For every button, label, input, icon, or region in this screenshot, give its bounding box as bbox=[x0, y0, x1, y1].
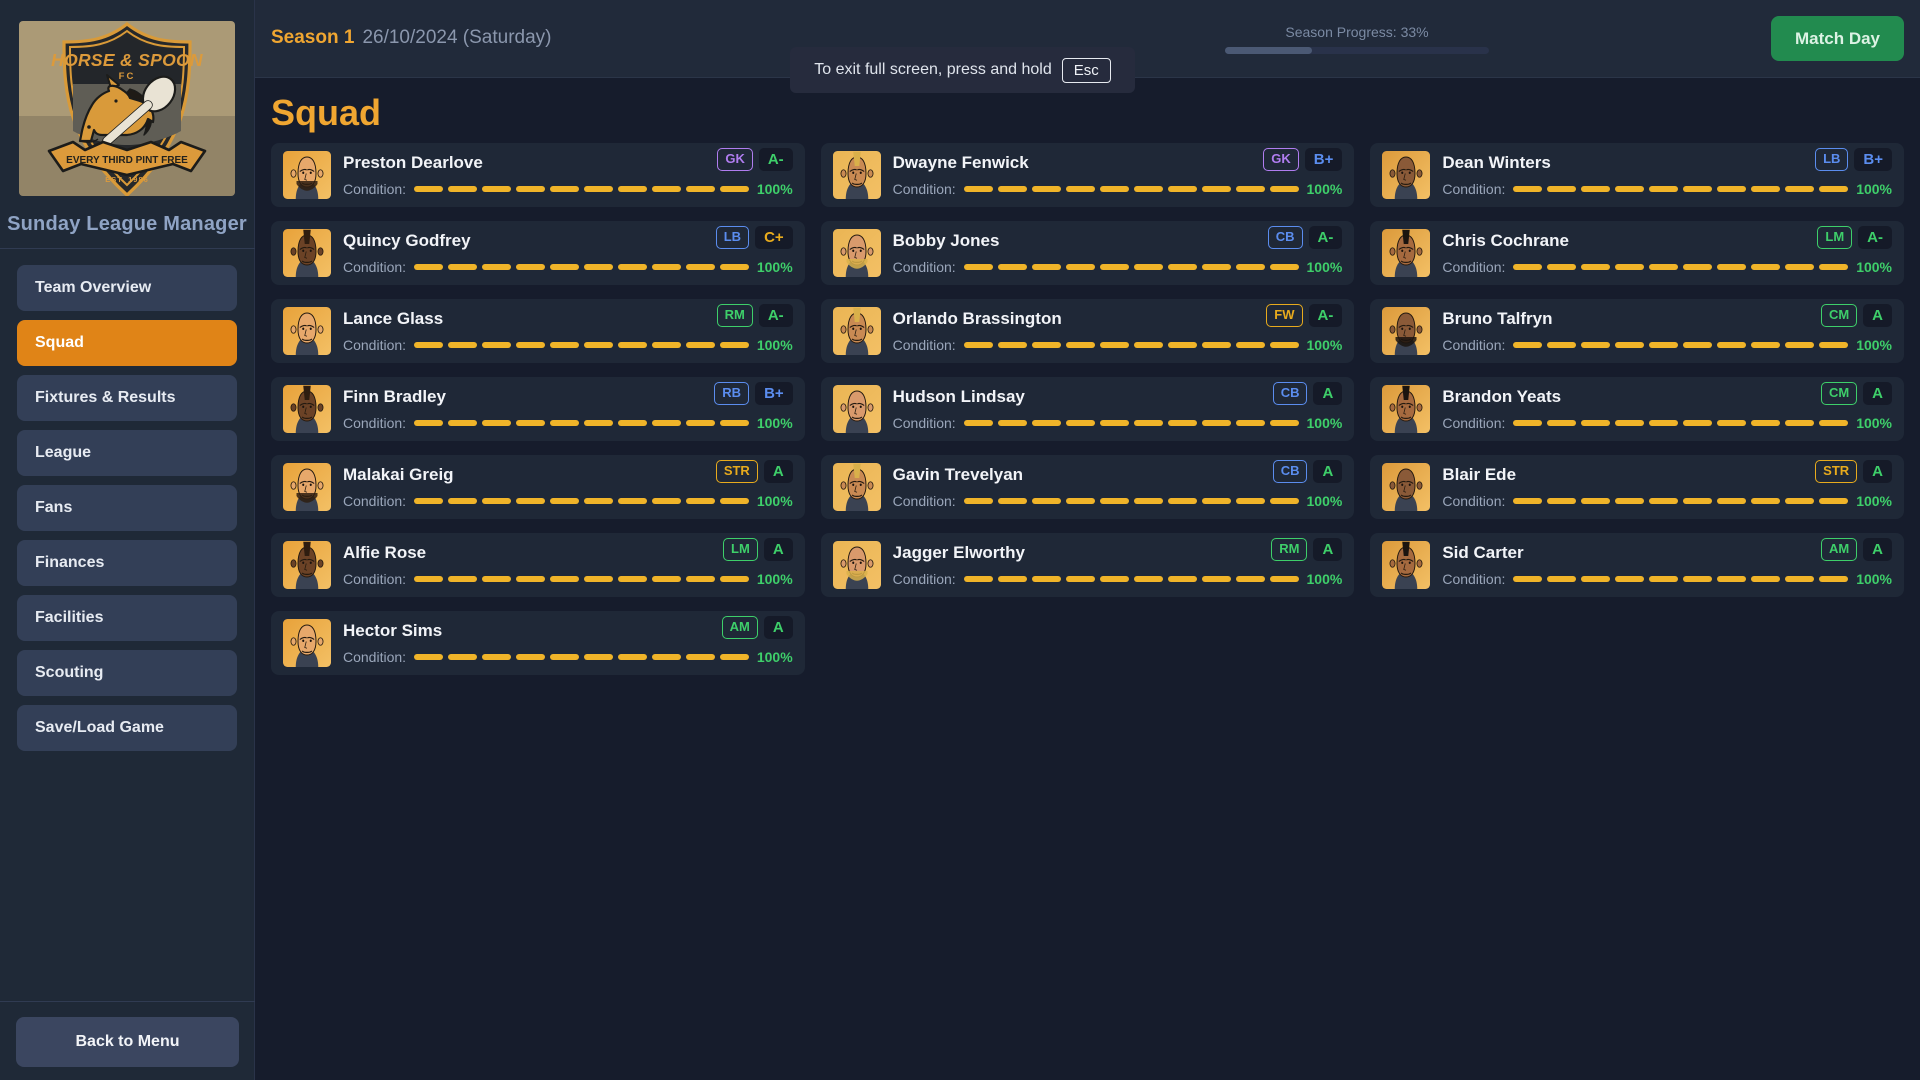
svg-text:HORSE & SPOON: HORSE & SPOON bbox=[51, 50, 203, 70]
svg-text:EST. 1986: EST. 1986 bbox=[105, 175, 149, 184]
svg-text:EVERY THIRD PINT FREE: EVERY THIRD PINT FREE bbox=[66, 155, 188, 166]
svg-text:FC: FC bbox=[119, 71, 136, 82]
